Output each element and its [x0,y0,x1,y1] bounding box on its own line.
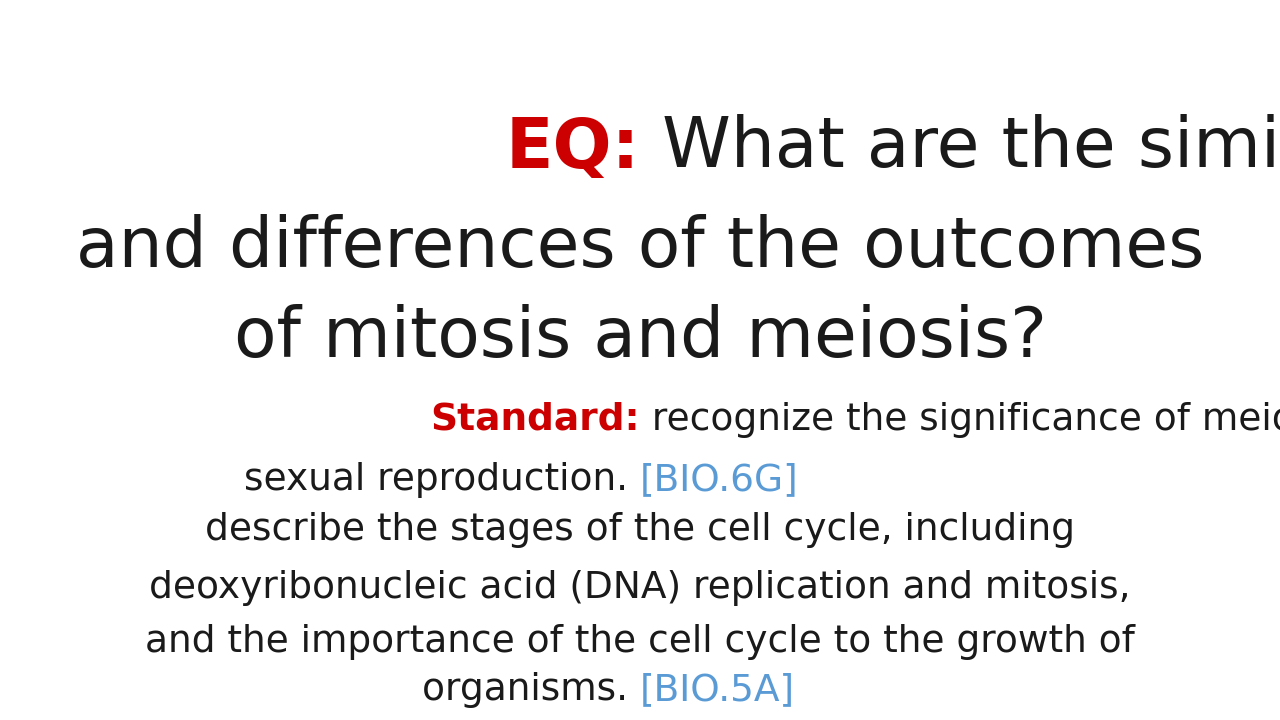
Text: of mitosis and meiosis?: of mitosis and meiosis? [233,305,1047,372]
Text: EQ:: EQ: [506,114,640,181]
Text: organisms.: organisms. [422,672,640,708]
Text: [BIO.5A]: [BIO.5A] [640,672,795,708]
Text: [BIO.6G]: [BIO.6G] [640,462,799,498]
Text: deoxyribonucleic acid (DNA) replication and mitosis,: deoxyribonucleic acid (DNA) replication … [150,570,1130,606]
Text: and differences of the outcomes: and differences of the outcomes [76,215,1204,282]
Text: What are the similarities: What are the similarities [640,114,1280,181]
Text: and the importance of the cell cycle to the growth of: and the importance of the cell cycle to … [145,624,1135,660]
Text: sexual reproduction.: sexual reproduction. [244,462,640,498]
Text: Standard:: Standard: [430,402,640,438]
Text: recognize the significance of meiosis to: recognize the significance of meiosis to [640,402,1280,438]
Text: describe the stages of the cell cycle, including: describe the stages of the cell cycle, i… [205,512,1075,548]
